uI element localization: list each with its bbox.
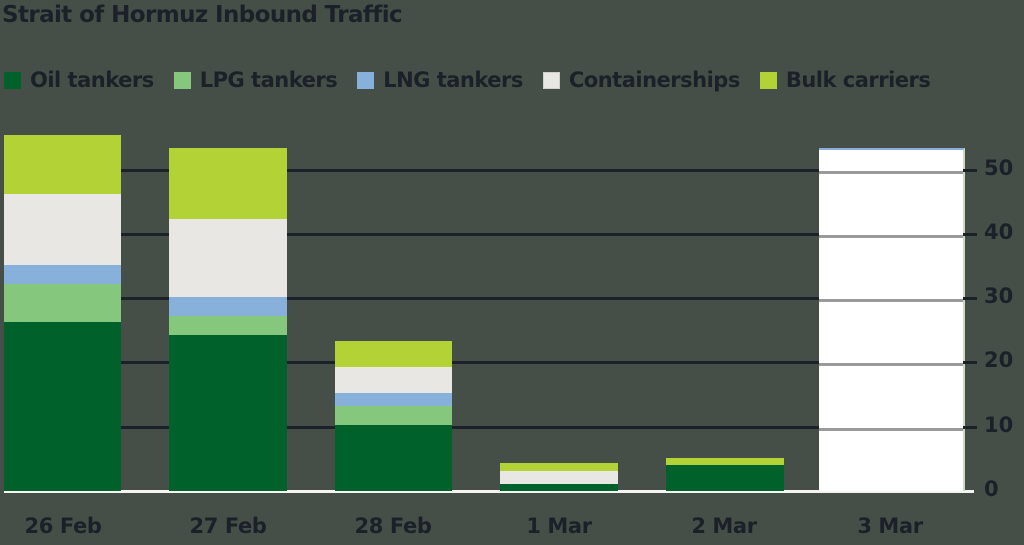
seg-bulk bbox=[335, 341, 452, 367]
overlay-gridline-20 bbox=[819, 363, 963, 366]
bar-28-feb bbox=[335, 341, 452, 491]
seg-oil bbox=[335, 425, 452, 491]
legend-swatch-oil bbox=[4, 71, 21, 89]
tick-40 bbox=[963, 233, 977, 236]
tick-50 bbox=[963, 169, 977, 172]
bar-1-mar bbox=[500, 463, 618, 491]
seg-bulk bbox=[666, 458, 784, 465]
legend: Oil tankers LPG tankers LNG tankers Cont… bbox=[4, 68, 950, 92]
x-tick-label: 28 Feb bbox=[354, 514, 432, 538]
bar-3-mar-blank bbox=[819, 148, 965, 491]
seg-bulk bbox=[500, 463, 618, 471]
legend-label: Containerships bbox=[568, 68, 740, 92]
seg-containerships bbox=[4, 194, 121, 265]
seg-lpg bbox=[335, 406, 452, 425]
overlay-gridline-30 bbox=[819, 299, 963, 302]
tick-10 bbox=[963, 426, 977, 429]
tick-20 bbox=[963, 361, 977, 364]
gridline-20 bbox=[121, 361, 975, 364]
legend-item-bulk-carriers: Bulk carriers bbox=[759, 68, 931, 92]
x-tick-label: 3 Mar bbox=[857, 514, 923, 538]
gridline-40 bbox=[121, 233, 975, 236]
gridline-10 bbox=[121, 426, 975, 429]
gridline-30 bbox=[121, 297, 975, 300]
y-tick-label: 40 bbox=[984, 220, 1014, 244]
tick-30 bbox=[963, 297, 977, 300]
bar-27-feb bbox=[169, 148, 287, 491]
y-tick-label: 20 bbox=[984, 348, 1014, 372]
seg-containerships bbox=[169, 219, 287, 297]
legend-label: LNG tankers bbox=[383, 68, 523, 92]
seg-oil bbox=[666, 465, 784, 491]
bar-2-mar bbox=[666, 458, 784, 491]
x-tick-label: 2 Mar bbox=[691, 514, 757, 538]
seg-lpg bbox=[169, 316, 287, 335]
legend-swatch-lng bbox=[357, 71, 375, 89]
legend-item-oil-tankers: Oil tankers bbox=[4, 68, 154, 92]
seg-bulk bbox=[4, 135, 121, 194]
legend-item-lpg-tankers: LPG tankers bbox=[173, 68, 338, 92]
overlay-gridline-10 bbox=[819, 428, 963, 431]
seg-containerships bbox=[500, 471, 618, 484]
gridline-50 bbox=[121, 169, 975, 172]
chart-title: Strait of Hormuz Inbound Traffic bbox=[2, 2, 403, 28]
y-tick-label: 10 bbox=[984, 413, 1014, 437]
legend-item-containerships: Containerships bbox=[542, 68, 740, 92]
legend-item-lng-tankers: LNG tankers bbox=[357, 68, 523, 92]
x-axis-baseline bbox=[4, 490, 974, 493]
legend-swatch-containerships bbox=[542, 71, 560, 89]
y-tick-label: 50 bbox=[984, 156, 1014, 180]
y-tick-label: 30 bbox=[984, 284, 1014, 308]
legend-label: LPG tankers bbox=[199, 68, 338, 92]
seg-lng bbox=[4, 265, 121, 284]
seg-oil bbox=[169, 335, 287, 491]
overlay-gridline-40 bbox=[819, 235, 963, 238]
seg-oil bbox=[4, 322, 121, 491]
legend-swatch-lpg bbox=[173, 71, 191, 89]
x-tick-label: 27 Feb bbox=[189, 514, 267, 538]
legend-label: Bulk carriers bbox=[785, 68, 931, 92]
x-tick-label: 26 Feb bbox=[24, 514, 102, 538]
seg-lng bbox=[169, 297, 287, 316]
seg-lng bbox=[335, 393, 452, 406]
seg-oil bbox=[500, 484, 618, 491]
legend-swatch-bulk bbox=[759, 71, 777, 89]
bar-26-feb bbox=[4, 135, 121, 491]
seg-bulk bbox=[169, 148, 287, 219]
x-tick-label: 1 Mar bbox=[526, 514, 592, 538]
seg-lpg bbox=[4, 284, 121, 322]
overlay-gridline-50 bbox=[819, 171, 963, 174]
seg-containerships bbox=[335, 367, 452, 393]
y-tick-label: 0 bbox=[984, 477, 999, 501]
legend-label: Oil tankers bbox=[30, 68, 154, 92]
